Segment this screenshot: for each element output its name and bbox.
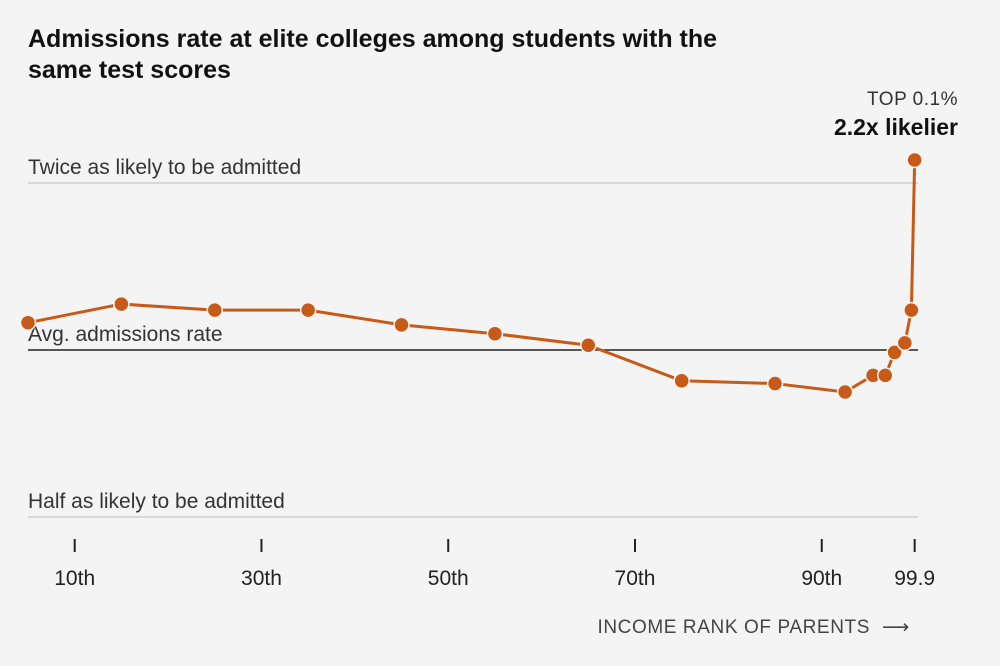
reference-line-label-1: Avg. admissions rate	[28, 323, 223, 346]
data-point-9	[836, 383, 854, 401]
x-axis-title: INCOME RANK OF PARENTS	[597, 617, 870, 638]
data-point-12	[886, 344, 903, 361]
data-point-4	[393, 316, 410, 334]
x-tick-label-5: 99.9	[894, 567, 935, 590]
x-tick-label-0: 10th	[54, 567, 95, 590]
data-point-3	[299, 301, 317, 319]
chart-title: Admissions rate at elite colleges among …	[28, 25, 718, 84]
data-point-14	[903, 301, 920, 319]
data-point-2	[206, 301, 224, 319]
x-tick-label-3: 70th	[615, 567, 656, 590]
annotation-value-label: 2.2x likelier	[834, 114, 958, 140]
data-point-0	[19, 314, 37, 331]
reference-line-label-2: Half as likely to be admitted	[28, 490, 285, 513]
data-point-6	[580, 336, 597, 354]
annotation-top-label: TOP 0.1%	[867, 89, 958, 110]
x-axis: 10th 30th 50th 70th 90th 99.9	[54, 539, 935, 590]
data-point-7	[673, 372, 690, 390]
x-tick-label-1: 30th	[241, 567, 282, 590]
data-series	[19, 151, 923, 401]
x-tick-label-2: 50th	[428, 567, 469, 590]
reference-lines: Twice as likely to be admitted Avg. admis…	[28, 156, 918, 518]
data-point-5	[486, 325, 504, 342]
data-point-13	[896, 334, 914, 352]
x-tick-label-4: 90th	[801, 567, 842, 590]
reference-line-label-0: Twice as likely to be admitted	[28, 156, 301, 179]
data-point-11	[877, 367, 894, 384]
series-line-0	[26, 158, 917, 394]
data-point-15	[906, 151, 923, 169]
x-axis-arrow: ⟶	[882, 617, 910, 638]
data-point-8	[766, 375, 784, 392]
data-point-1	[113, 295, 130, 313]
